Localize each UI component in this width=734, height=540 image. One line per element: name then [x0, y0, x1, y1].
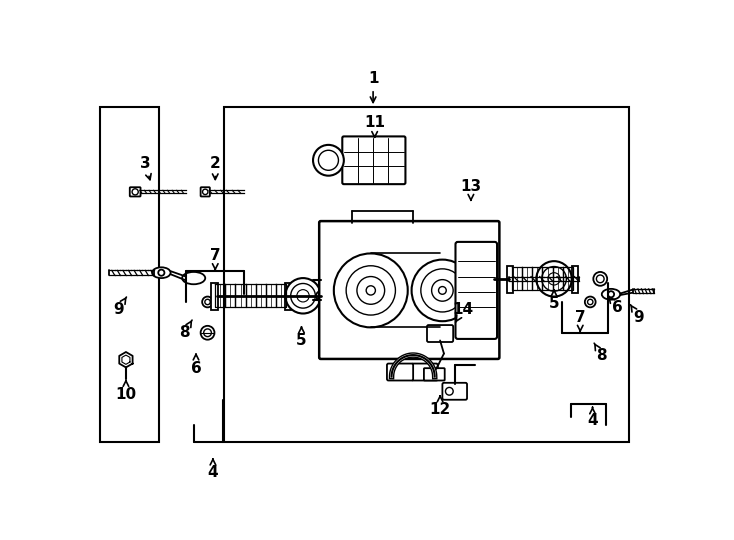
Circle shape	[319, 150, 338, 170]
Circle shape	[432, 280, 453, 301]
Ellipse shape	[152, 267, 170, 278]
Text: 7: 7	[575, 310, 586, 331]
Text: 12: 12	[429, 396, 451, 417]
FancyBboxPatch shape	[412, 363, 437, 381]
Text: 9: 9	[631, 305, 644, 325]
Bar	[211, 283, 217, 309]
Circle shape	[204, 329, 211, 336]
Circle shape	[542, 267, 567, 291]
Circle shape	[202, 296, 213, 307]
Text: 4: 4	[587, 407, 598, 428]
Circle shape	[205, 299, 210, 305]
Circle shape	[412, 260, 473, 321]
Text: 6: 6	[608, 297, 622, 315]
Text: 13: 13	[460, 179, 482, 200]
Text: 2: 2	[210, 156, 221, 179]
FancyBboxPatch shape	[424, 368, 445, 381]
Text: 14: 14	[453, 302, 473, 322]
Circle shape	[608, 291, 614, 298]
FancyBboxPatch shape	[130, 187, 140, 197]
Ellipse shape	[602, 289, 620, 300]
Circle shape	[357, 276, 385, 304]
Text: 11: 11	[364, 115, 385, 137]
Circle shape	[438, 287, 446, 294]
FancyBboxPatch shape	[443, 383, 467, 400]
FancyBboxPatch shape	[319, 221, 499, 359]
Text: 4: 4	[208, 459, 218, 481]
Circle shape	[366, 286, 375, 295]
Circle shape	[316, 291, 325, 300]
Text: 6: 6	[191, 354, 201, 376]
Circle shape	[597, 275, 604, 283]
Circle shape	[334, 253, 408, 327]
Circle shape	[548, 273, 560, 285]
Circle shape	[200, 326, 214, 340]
Ellipse shape	[182, 272, 206, 284]
Text: 8: 8	[595, 343, 607, 363]
Text: 5: 5	[297, 327, 307, 348]
Bar	[286, 283, 291, 309]
Text: 3: 3	[140, 156, 151, 180]
Text: 1: 1	[368, 71, 378, 103]
FancyBboxPatch shape	[427, 325, 453, 342]
Circle shape	[346, 266, 396, 315]
Circle shape	[421, 269, 464, 312]
Text: 9: 9	[113, 297, 126, 317]
Bar	[507, 266, 513, 293]
FancyBboxPatch shape	[456, 242, 497, 339]
Circle shape	[446, 387, 453, 395]
Bar	[225, 107, 629, 442]
Bar	[572, 266, 578, 293]
FancyBboxPatch shape	[387, 363, 413, 381]
Circle shape	[537, 261, 572, 296]
Circle shape	[593, 272, 607, 286]
Text: 8: 8	[179, 320, 192, 340]
Circle shape	[585, 296, 595, 307]
FancyBboxPatch shape	[200, 187, 210, 197]
Circle shape	[159, 269, 164, 276]
Circle shape	[132, 189, 138, 195]
Circle shape	[286, 278, 321, 314]
Bar	[100, 107, 159, 442]
FancyBboxPatch shape	[342, 137, 405, 184]
Circle shape	[587, 299, 593, 305]
Circle shape	[313, 145, 344, 176]
Text: 5: 5	[549, 290, 559, 311]
Text: 10: 10	[115, 381, 137, 402]
Circle shape	[291, 284, 316, 308]
Circle shape	[297, 289, 309, 302]
Text: 7: 7	[210, 248, 220, 269]
Circle shape	[203, 189, 208, 194]
